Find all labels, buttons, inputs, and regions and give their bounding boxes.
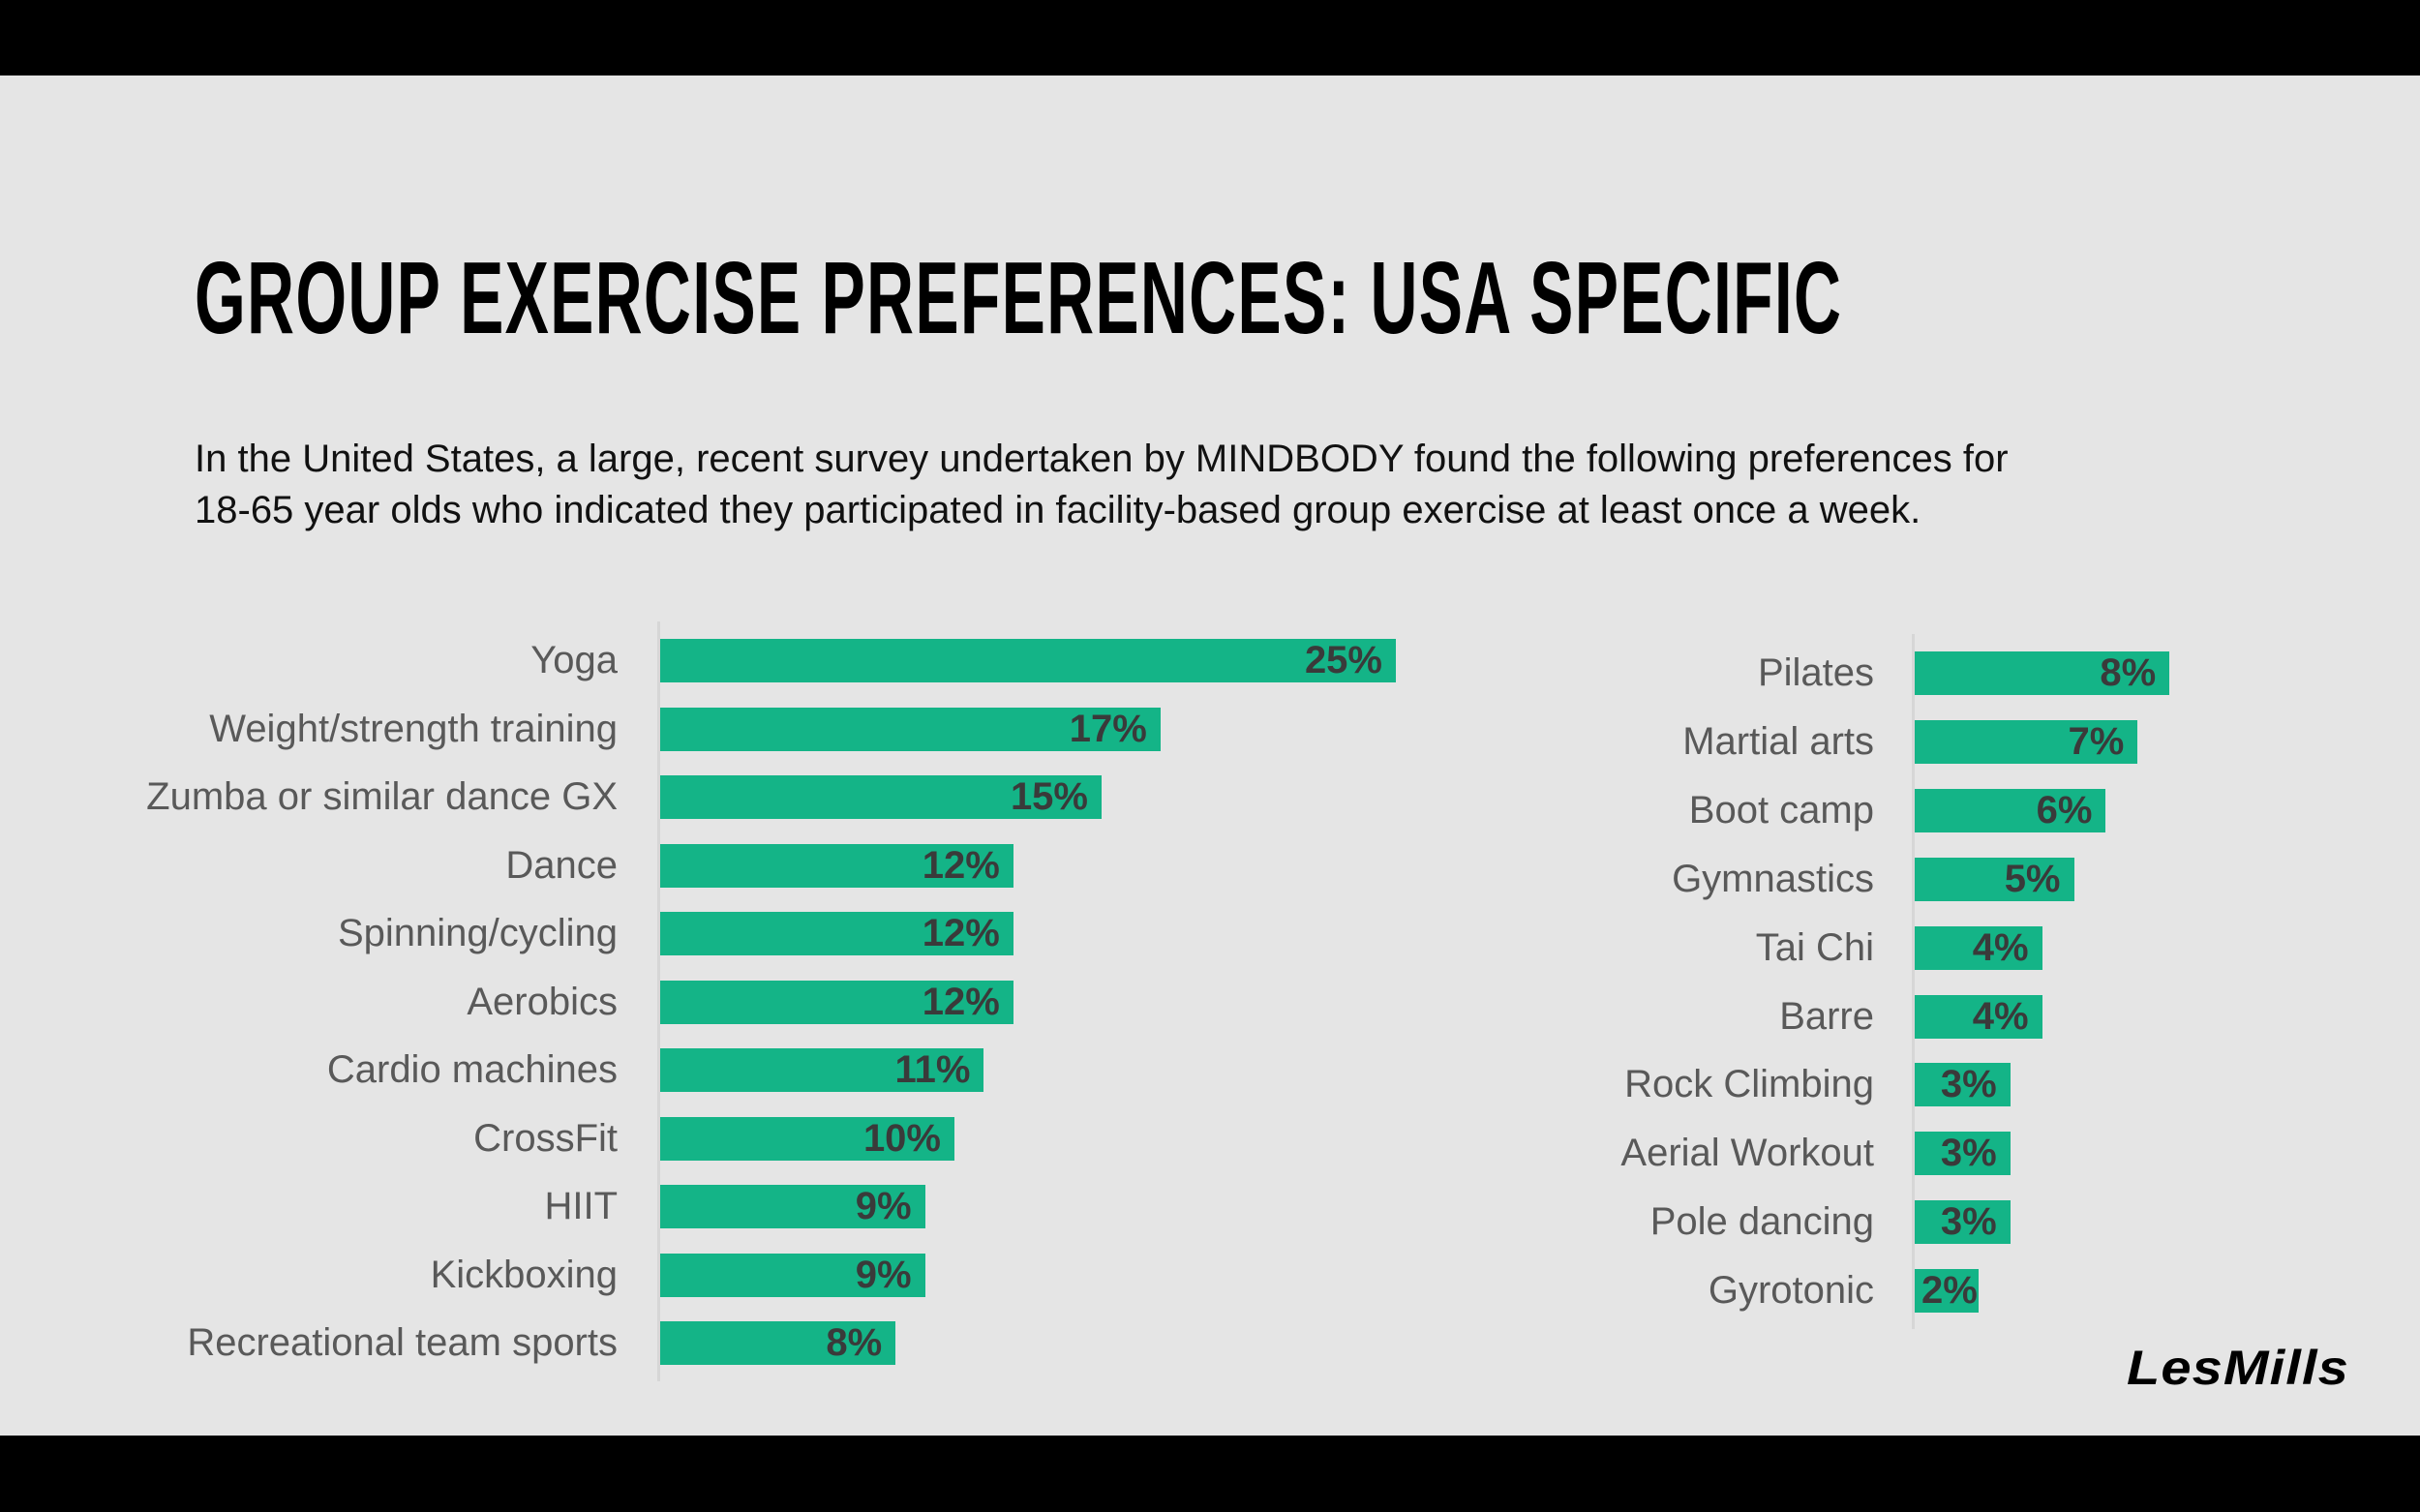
category-label: Gymnastics	[1672, 857, 1874, 900]
category-label: Pole dancing	[1649, 1200, 1874, 1244]
bottom-letterbox	[0, 1436, 2420, 1512]
data-label: 9%	[855, 1185, 912, 1227]
slide-subtitle: In the United States, a large, recent su…	[195, 434, 2324, 536]
bar	[1915, 1269, 1979, 1314]
subtitle-line-1: In the United States, a large, recent su…	[195, 438, 2009, 480]
y-axis-line	[1912, 634, 1915, 1330]
bar	[660, 843, 1013, 888]
data-label: 4%	[1972, 925, 2029, 969]
bar	[660, 707, 1161, 751]
category-label: Spinning/cycling	[337, 912, 618, 954]
category-label: HIIT	[544, 1185, 618, 1227]
data-label: 25%	[1304, 639, 1382, 681]
bar	[660, 775, 1102, 819]
category-label: Pilates	[1757, 651, 1874, 694]
data-label: 4%	[1972, 994, 2029, 1038]
category-label: Cardio machines	[326, 1048, 618, 1091]
category-label: Rock Climbing	[1624, 1063, 1874, 1106]
bar	[1915, 1063, 2011, 1107]
data-label: 3%	[1940, 1063, 1997, 1106]
data-label: 12%	[922, 912, 1000, 954]
category-label: Tai Chi	[1755, 925, 1874, 969]
data-label: 11%	[894, 1048, 971, 1091]
category-label: Barre	[1779, 994, 1874, 1038]
category-label: Zumba or similar dance GX	[146, 775, 618, 818]
bar	[1915, 651, 2170, 695]
y-axis-line	[657, 621, 660, 1381]
category-label: Gyrotonic	[1708, 1269, 1874, 1313]
data-label: 9%	[855, 1253, 912, 1296]
data-label: 2%	[1921, 1269, 1978, 1313]
bar	[1915, 719, 2138, 764]
bar	[660, 1185, 925, 1228]
bar	[660, 1321, 896, 1365]
data-label: 10%	[862, 1116, 941, 1160]
bar	[1915, 1200, 2011, 1245]
slide-title: GROUP EXERCISE PREFERENCES: USA SPECIFIC	[195, 241, 1843, 355]
data-label: 7%	[2068, 719, 2125, 763]
bar	[1915, 994, 2042, 1039]
category-label: Boot camp	[1688, 788, 1874, 832]
bar	[660, 1253, 925, 1297]
top-letterbox	[0, 0, 2420, 76]
category-label: Yoga	[530, 639, 618, 681]
bar	[660, 639, 1396, 682]
bar	[1915, 857, 2074, 901]
category-label: Aerial Workout	[1620, 1132, 1874, 1175]
data-label: 12%	[922, 843, 1000, 887]
subtitle-line-2: 18-65 year olds who indicated they parti…	[195, 489, 1921, 531]
bar	[660, 1116, 954, 1161]
category-label: Weight/strength training	[209, 707, 618, 750]
category-label: Aerobics	[467, 980, 618, 1023]
category-label: Recreational team sports	[187, 1321, 618, 1364]
bar	[660, 980, 1013, 1024]
category-label: Kickboxing	[430, 1253, 618, 1296]
category-label: Dance	[505, 843, 618, 887]
bar	[1915, 925, 2042, 970]
data-label: 8%	[826, 1321, 883, 1364]
category-label: Martial arts	[1682, 719, 1874, 763]
data-label: 17%	[1069, 707, 1147, 750]
bar	[1915, 1132, 2011, 1176]
bar	[660, 912, 1013, 955]
data-label: 15%	[1010, 775, 1088, 818]
data-label: 6%	[2036, 788, 2093, 832]
bar	[1915, 788, 2106, 832]
data-label: 8%	[2100, 651, 2157, 694]
lesmills-logo: LesMills	[2127, 1341, 2349, 1395]
data-label: 12%	[922, 980, 1000, 1023]
data-label: 5%	[2004, 857, 2061, 900]
bar	[660, 1048, 984, 1092]
data-label: 3%	[1940, 1200, 1997, 1244]
data-label: 3%	[1940, 1132, 1997, 1175]
category-label: CrossFit	[473, 1116, 618, 1160]
